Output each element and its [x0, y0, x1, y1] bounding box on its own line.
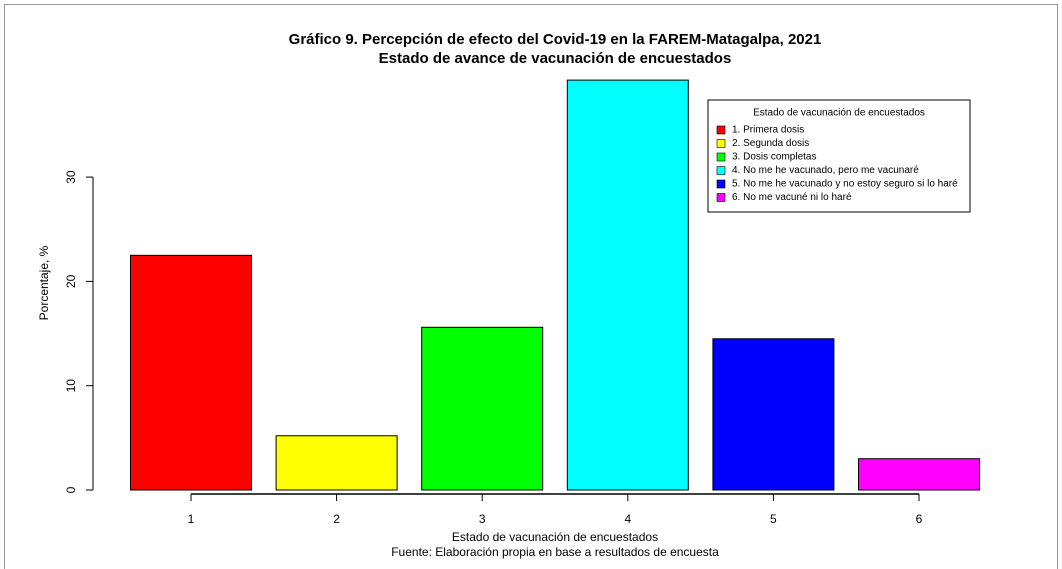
legend-label: 6. No me vacuné ni lo haré [732, 192, 852, 203]
legend-label: 5. No me he vacunado y no estoy seguro s… [732, 179, 958, 190]
x-tick-label: 6 [916, 512, 923, 526]
bar [275, 435, 398, 491]
bar [566, 79, 689, 491]
legend-label: 2. Segunda dosis [732, 138, 809, 149]
legend-swatch [716, 193, 726, 202]
chart-title: Gráfico 9. Percepción de efecto del Covi… [289, 31, 822, 48]
x-tick-label: 2 [333, 512, 340, 526]
y-tick-label: 20 [64, 274, 78, 288]
caption: Fuente: Elaboración propia en base a res… [391, 545, 719, 559]
y-tick-label: 10 [64, 379, 78, 393]
legend-label: 4. No me he vacunado, pero me vacunaré [732, 165, 919, 176]
y-tick-label: 0 [64, 486, 78, 493]
x-tick-label: 4 [624, 512, 631, 526]
x-tick-label: 1 [188, 512, 195, 526]
legend-label: 3. Dosis completas [732, 152, 816, 163]
bar [858, 458, 980, 491]
chart-subtitle: Estado de avance de vacunación de encues… [379, 50, 732, 67]
legend-swatch [716, 139, 726, 148]
y-tick-label: 30 [64, 170, 78, 184]
legend-swatch [716, 179, 726, 189]
legend-swatch [716, 125, 726, 135]
legend-box [707, 99, 971, 213]
legend-swatch [716, 152, 726, 162]
y-axis-label: Porcentaje, % [37, 245, 51, 320]
bar [712, 338, 835, 491]
legend-swatch [716, 166, 726, 175]
bar [130, 254, 252, 491]
x-axis-label: Estado de vacunación de encuestados [452, 530, 658, 544]
legend-label: 1. Primera dosis [732, 125, 804, 136]
x-tick-label: 5 [770, 512, 777, 526]
x-tick-label: 3 [479, 512, 486, 526]
legend-title: Estado de vacunación de encuestados [753, 108, 925, 119]
bar [421, 326, 544, 491]
